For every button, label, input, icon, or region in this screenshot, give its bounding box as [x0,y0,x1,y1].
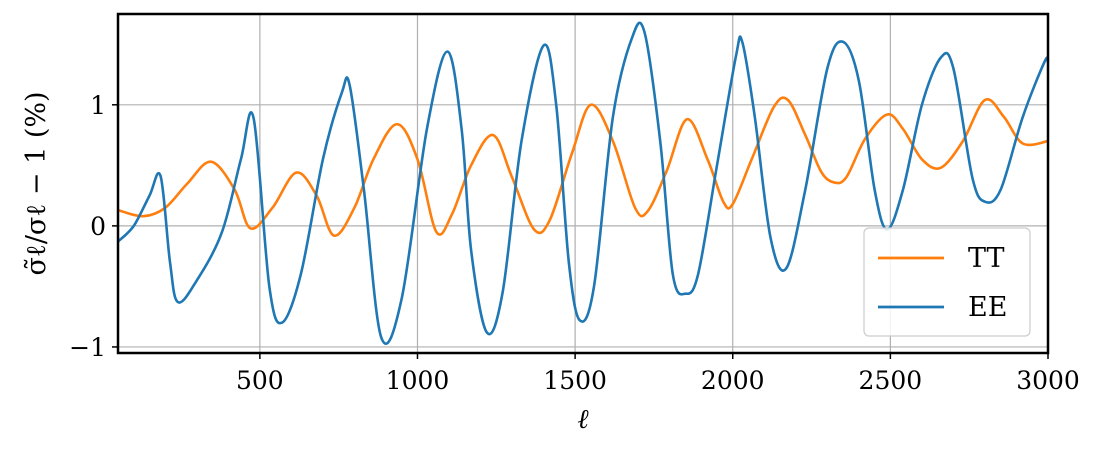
x-tick-label: 2000 [701,366,765,395]
legend: TT EE [863,227,1031,337]
x-axis-label: ℓ [577,404,589,435]
legend-label-tt: TT [968,243,1005,274]
x-tick-label: 500 [236,366,284,395]
series-line-ee [117,21,1050,346]
legend-label-ee: EE [968,292,1007,323]
y-tick-label: 1 [90,91,106,120]
x-tick-label: 2500 [859,366,923,395]
y-axis-label: σ̃ℓ/σℓ − 1 (%) [21,91,52,275]
x-tick-label: 3000 [1016,366,1080,395]
plot-frame [116,12,1050,355]
y-tick-label: 0 [90,212,106,241]
x-tick-label: 1000 [386,366,450,395]
series-line-tt [117,96,1049,237]
x-axis-ticks: 500 1000 1500 2000 2500 3000 [236,353,1080,395]
y-tick-label: −1 [69,333,106,362]
y-axis-ticks: −1 0 1 [69,91,118,362]
x-tick-label: 1500 [543,366,607,395]
series-lines [117,21,1050,346]
legend-box [863,227,1031,337]
